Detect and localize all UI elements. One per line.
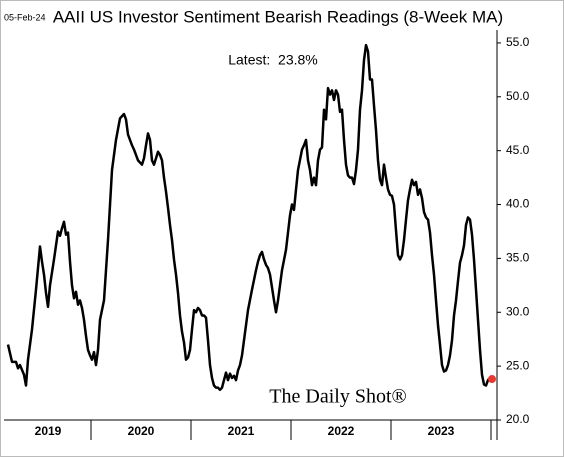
watermark: The Daily Shot® — [269, 386, 406, 408]
y-tick-label: 30.0 — [506, 304, 530, 318]
y-tick-label: 40.0 — [506, 197, 530, 211]
annotation: Latest: 23.8% — [228, 52, 318, 68]
chart-title: AAII US Investor Sentiment Bearish Readi… — [53, 7, 503, 26]
date-stamp: 05-Feb-24 — [4, 12, 46, 22]
x-tick-label: 2021 — [228, 424, 255, 438]
y-tick-label: 25.0 — [506, 358, 530, 372]
x-tick-label: 2023 — [428, 424, 455, 438]
y-tick-label: 20.0 — [506, 412, 530, 426]
x-tick-label: 2022 — [328, 424, 355, 438]
y-tick-label: 55.0 — [506, 35, 530, 49]
y-tick-label: 35.0 — [506, 251, 530, 265]
latest-marker — [488, 375, 496, 384]
series-line — [6, 43, 493, 392]
y-tick-label: 50.0 — [506, 89, 530, 103]
x-tick-label: 2019 — [35, 424, 62, 438]
x-tick-label: 2020 — [128, 424, 155, 438]
y-tick-label: 45.0 — [506, 143, 530, 157]
